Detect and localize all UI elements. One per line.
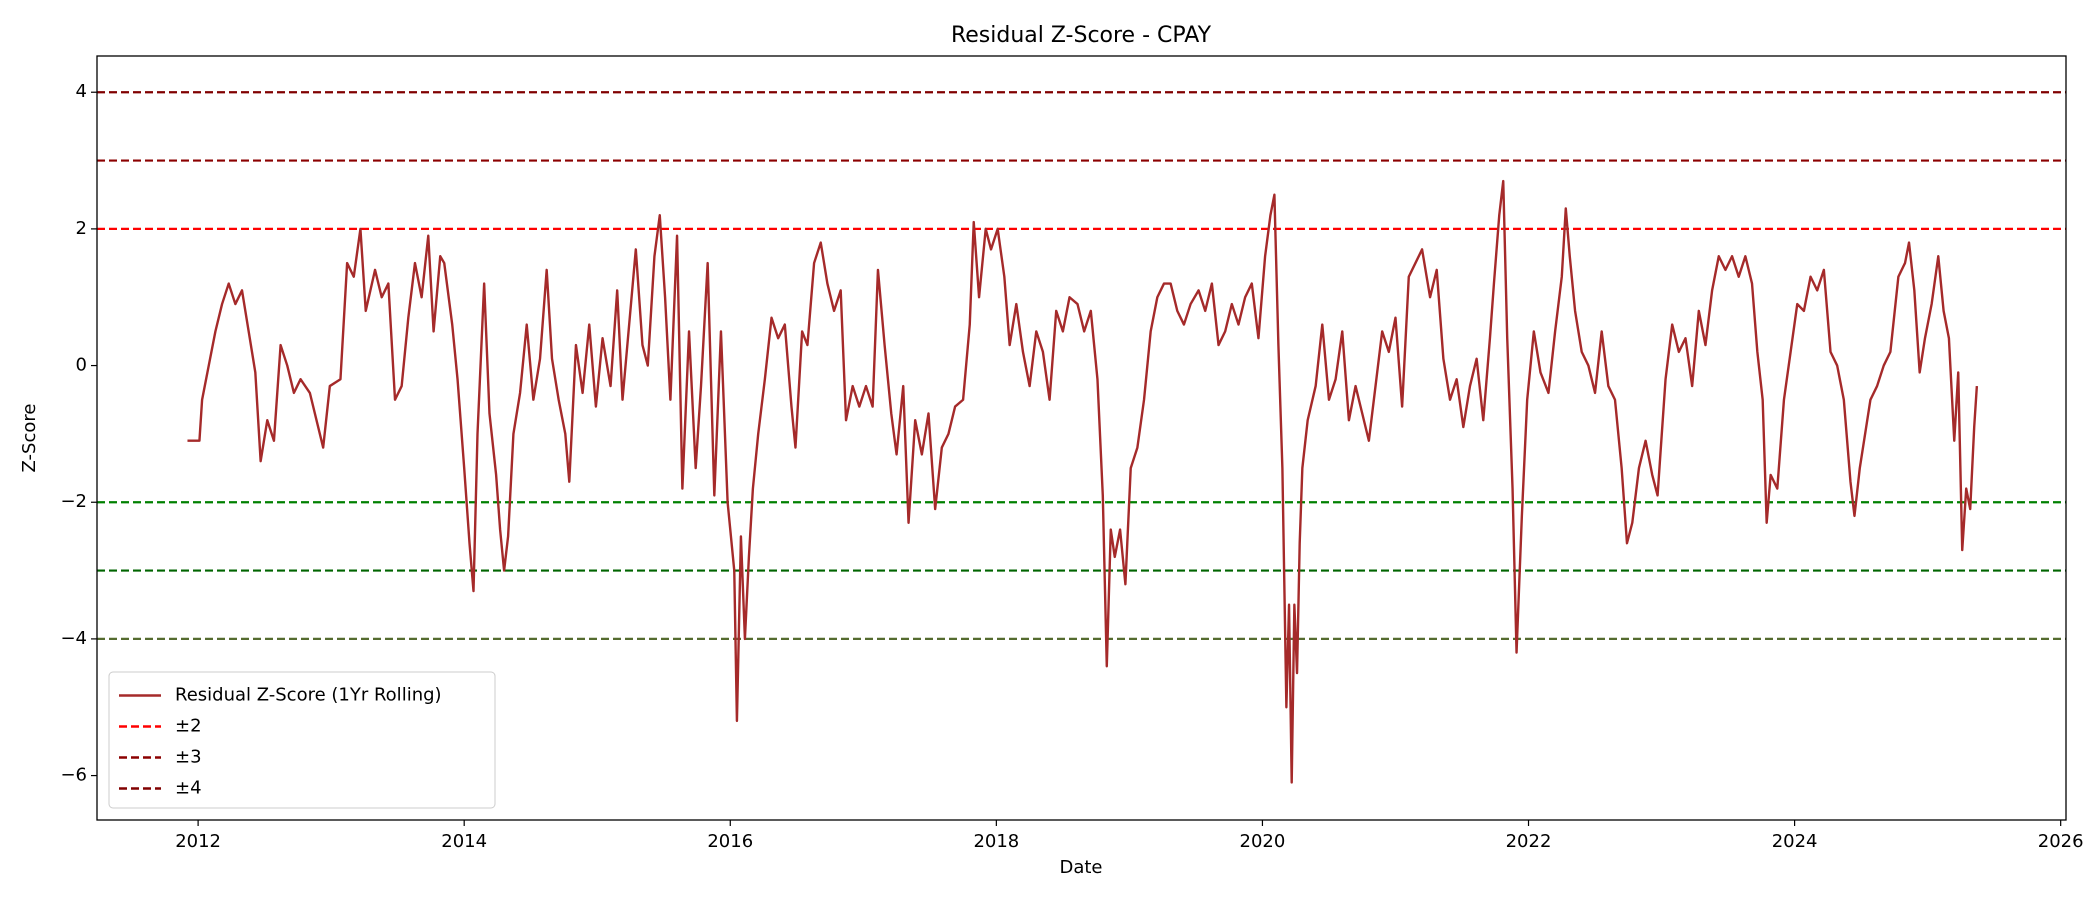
x-tick-label: 2026 bbox=[2038, 831, 2084, 852]
x-tick-label: 2016 bbox=[707, 831, 753, 852]
x-tick-label: 2018 bbox=[973, 831, 1019, 852]
legend-box bbox=[108, 671, 496, 809]
chart-title: Residual Z-Score - CPAY bbox=[951, 23, 1212, 48]
y-tick-label: 0 bbox=[76, 355, 87, 376]
y-tick-label: 4 bbox=[76, 81, 87, 102]
y-tick-label: −6 bbox=[60, 765, 87, 786]
y-tick-label: −4 bbox=[60, 628, 87, 649]
plot-frame bbox=[96, 55, 2067, 821]
legend-label: ±2 bbox=[175, 716, 202, 737]
x-tick-label: 2024 bbox=[1772, 831, 1818, 852]
legend-label: ±3 bbox=[175, 747, 202, 768]
y-axis-label: Z-Score bbox=[19, 404, 40, 473]
x-tick-label: 2014 bbox=[441, 831, 487, 852]
y-tick-label: −2 bbox=[60, 491, 87, 512]
x-tick-label: 2012 bbox=[175, 831, 221, 852]
legend-label: Residual Z-Score (1Yr Rolling) bbox=[175, 685, 442, 706]
x-tick-label: 2020 bbox=[1240, 831, 1286, 852]
x-tick-label: 2022 bbox=[1506, 831, 1552, 852]
legend-label: ±4 bbox=[175, 778, 202, 799]
y-tick-label: 2 bbox=[76, 218, 87, 239]
data-line bbox=[187, 179, 1979, 784]
x-axis-label: Date bbox=[1059, 857, 1102, 878]
